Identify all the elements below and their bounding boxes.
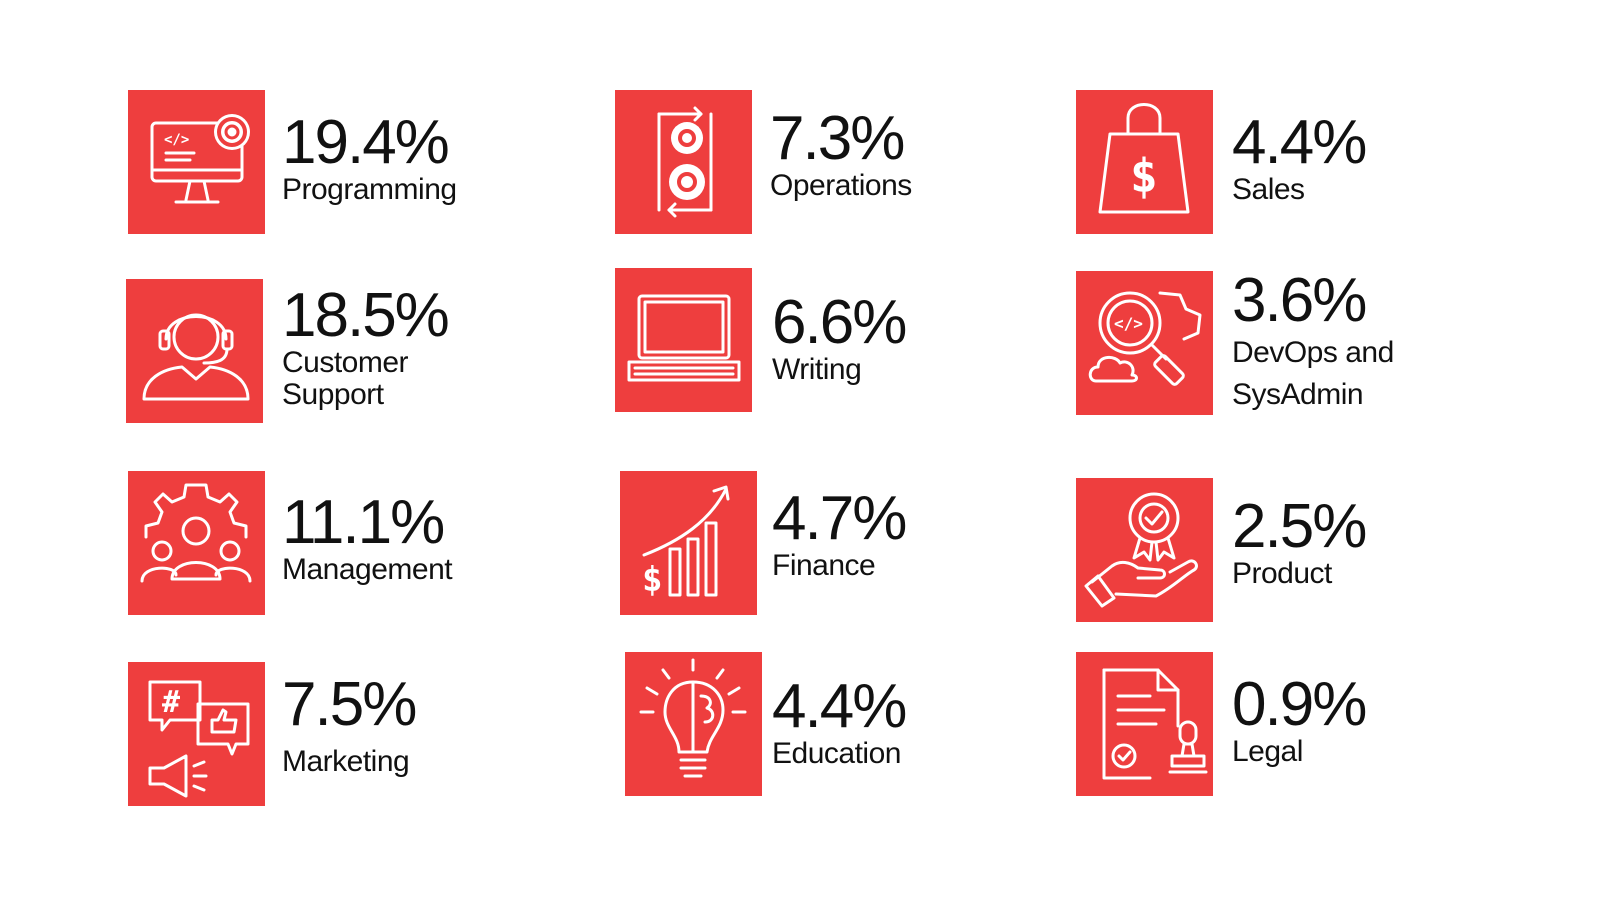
stat-education: 4.4% Education bbox=[772, 676, 972, 770]
category-label: Writing bbox=[772, 353, 862, 386]
percent-value: 11.1% bbox=[282, 488, 445, 557]
stat-finance: 4.7% Finance bbox=[772, 488, 972, 582]
tile-customer-support bbox=[126, 279, 263, 423]
percent-value: 7.5% bbox=[282, 670, 417, 739]
social-megaphone-icon: # bbox=[148, 680, 250, 798]
growth-chart-icon: $ bbox=[642, 485, 730, 600]
stat-writing: 6.6% Writing bbox=[772, 292, 972, 386]
category-label: Management bbox=[282, 553, 453, 586]
percent-value: 0.9% bbox=[1232, 670, 1367, 739]
percent-value: 3.6% bbox=[1232, 266, 1367, 335]
team-gear-icon bbox=[140, 483, 252, 583]
tile-writing bbox=[615, 268, 752, 412]
svg-text:$: $ bbox=[642, 560, 662, 600]
percent-value: 18.5% bbox=[282, 281, 450, 350]
tile-management bbox=[128, 471, 265, 615]
svg-text:#: # bbox=[162, 685, 180, 720]
stat-product: 2.5% Product bbox=[1232, 496, 1432, 590]
tile-legal bbox=[1076, 652, 1213, 796]
stat-legal: 0.9% Legal bbox=[1232, 674, 1432, 768]
code-search-cloud-icon: </> bbox=[1088, 291, 1202, 386]
category-label: Customer Support bbox=[282, 346, 409, 411]
stat-marketing: 7.5% Marketing bbox=[282, 674, 512, 778]
lightbulb-brain-icon bbox=[639, 658, 747, 778]
category-label: Sales bbox=[1232, 173, 1305, 206]
headset-agent-icon bbox=[142, 313, 250, 401]
svg-text:$: $ bbox=[1130, 149, 1158, 203]
tile-operations bbox=[615, 90, 752, 234]
category-label: DevOps and SysAdmin bbox=[1232, 336, 1394, 411]
tile-programming: </> bbox=[128, 90, 265, 234]
svg-text:</>: </> bbox=[164, 132, 189, 148]
document-stamp-icon bbox=[1102, 668, 1208, 780]
category-label: Education bbox=[772, 737, 901, 770]
percent-value: 7.3% bbox=[770, 104, 905, 173]
percent-value: 4.7% bbox=[772, 484, 907, 553]
percent-value: 4.4% bbox=[772, 672, 907, 741]
category-label: Operations bbox=[770, 169, 912, 202]
shopping-bag-dollar-icon: $ bbox=[1098, 103, 1190, 214]
gears-cycle-icon bbox=[657, 106, 713, 218]
stat-sales: 4.4% Sales bbox=[1232, 112, 1432, 206]
tile-sales: $ bbox=[1076, 90, 1213, 234]
tile-marketing: # bbox=[128, 662, 265, 806]
stat-programming: 19.4% Programming bbox=[282, 112, 512, 206]
tile-finance: $ bbox=[620, 471, 757, 615]
percent-value: 4.4% bbox=[1232, 108, 1367, 177]
stat-management: 11.1% Management bbox=[282, 492, 512, 586]
stat-customer-support: 18.5% Customer Support bbox=[282, 281, 450, 411]
stat-operations: 7.3% Operations bbox=[770, 108, 1000, 202]
hand-award-icon bbox=[1084, 492, 1198, 608]
tile-devops: </> bbox=[1076, 271, 1213, 415]
computer-gear-icon: </> bbox=[150, 114, 250, 204]
laptop-icon bbox=[627, 294, 741, 382]
category-label: Product bbox=[1232, 557, 1332, 590]
category-label: Finance bbox=[772, 549, 876, 582]
tile-product bbox=[1076, 478, 1213, 622]
stat-devops: 3.6% DevOps and SysAdmin bbox=[1232, 270, 1412, 416]
percent-value: 19.4% bbox=[282, 108, 450, 177]
svg-text:</>: </> bbox=[1114, 314, 1143, 333]
percent-value: 2.5% bbox=[1232, 492, 1367, 561]
category-label: Programming bbox=[282, 173, 457, 206]
tile-education bbox=[625, 652, 762, 796]
percent-value: 6.6% bbox=[772, 288, 907, 357]
category-label: Legal bbox=[1232, 735, 1303, 768]
category-label: Marketing bbox=[282, 745, 410, 778]
